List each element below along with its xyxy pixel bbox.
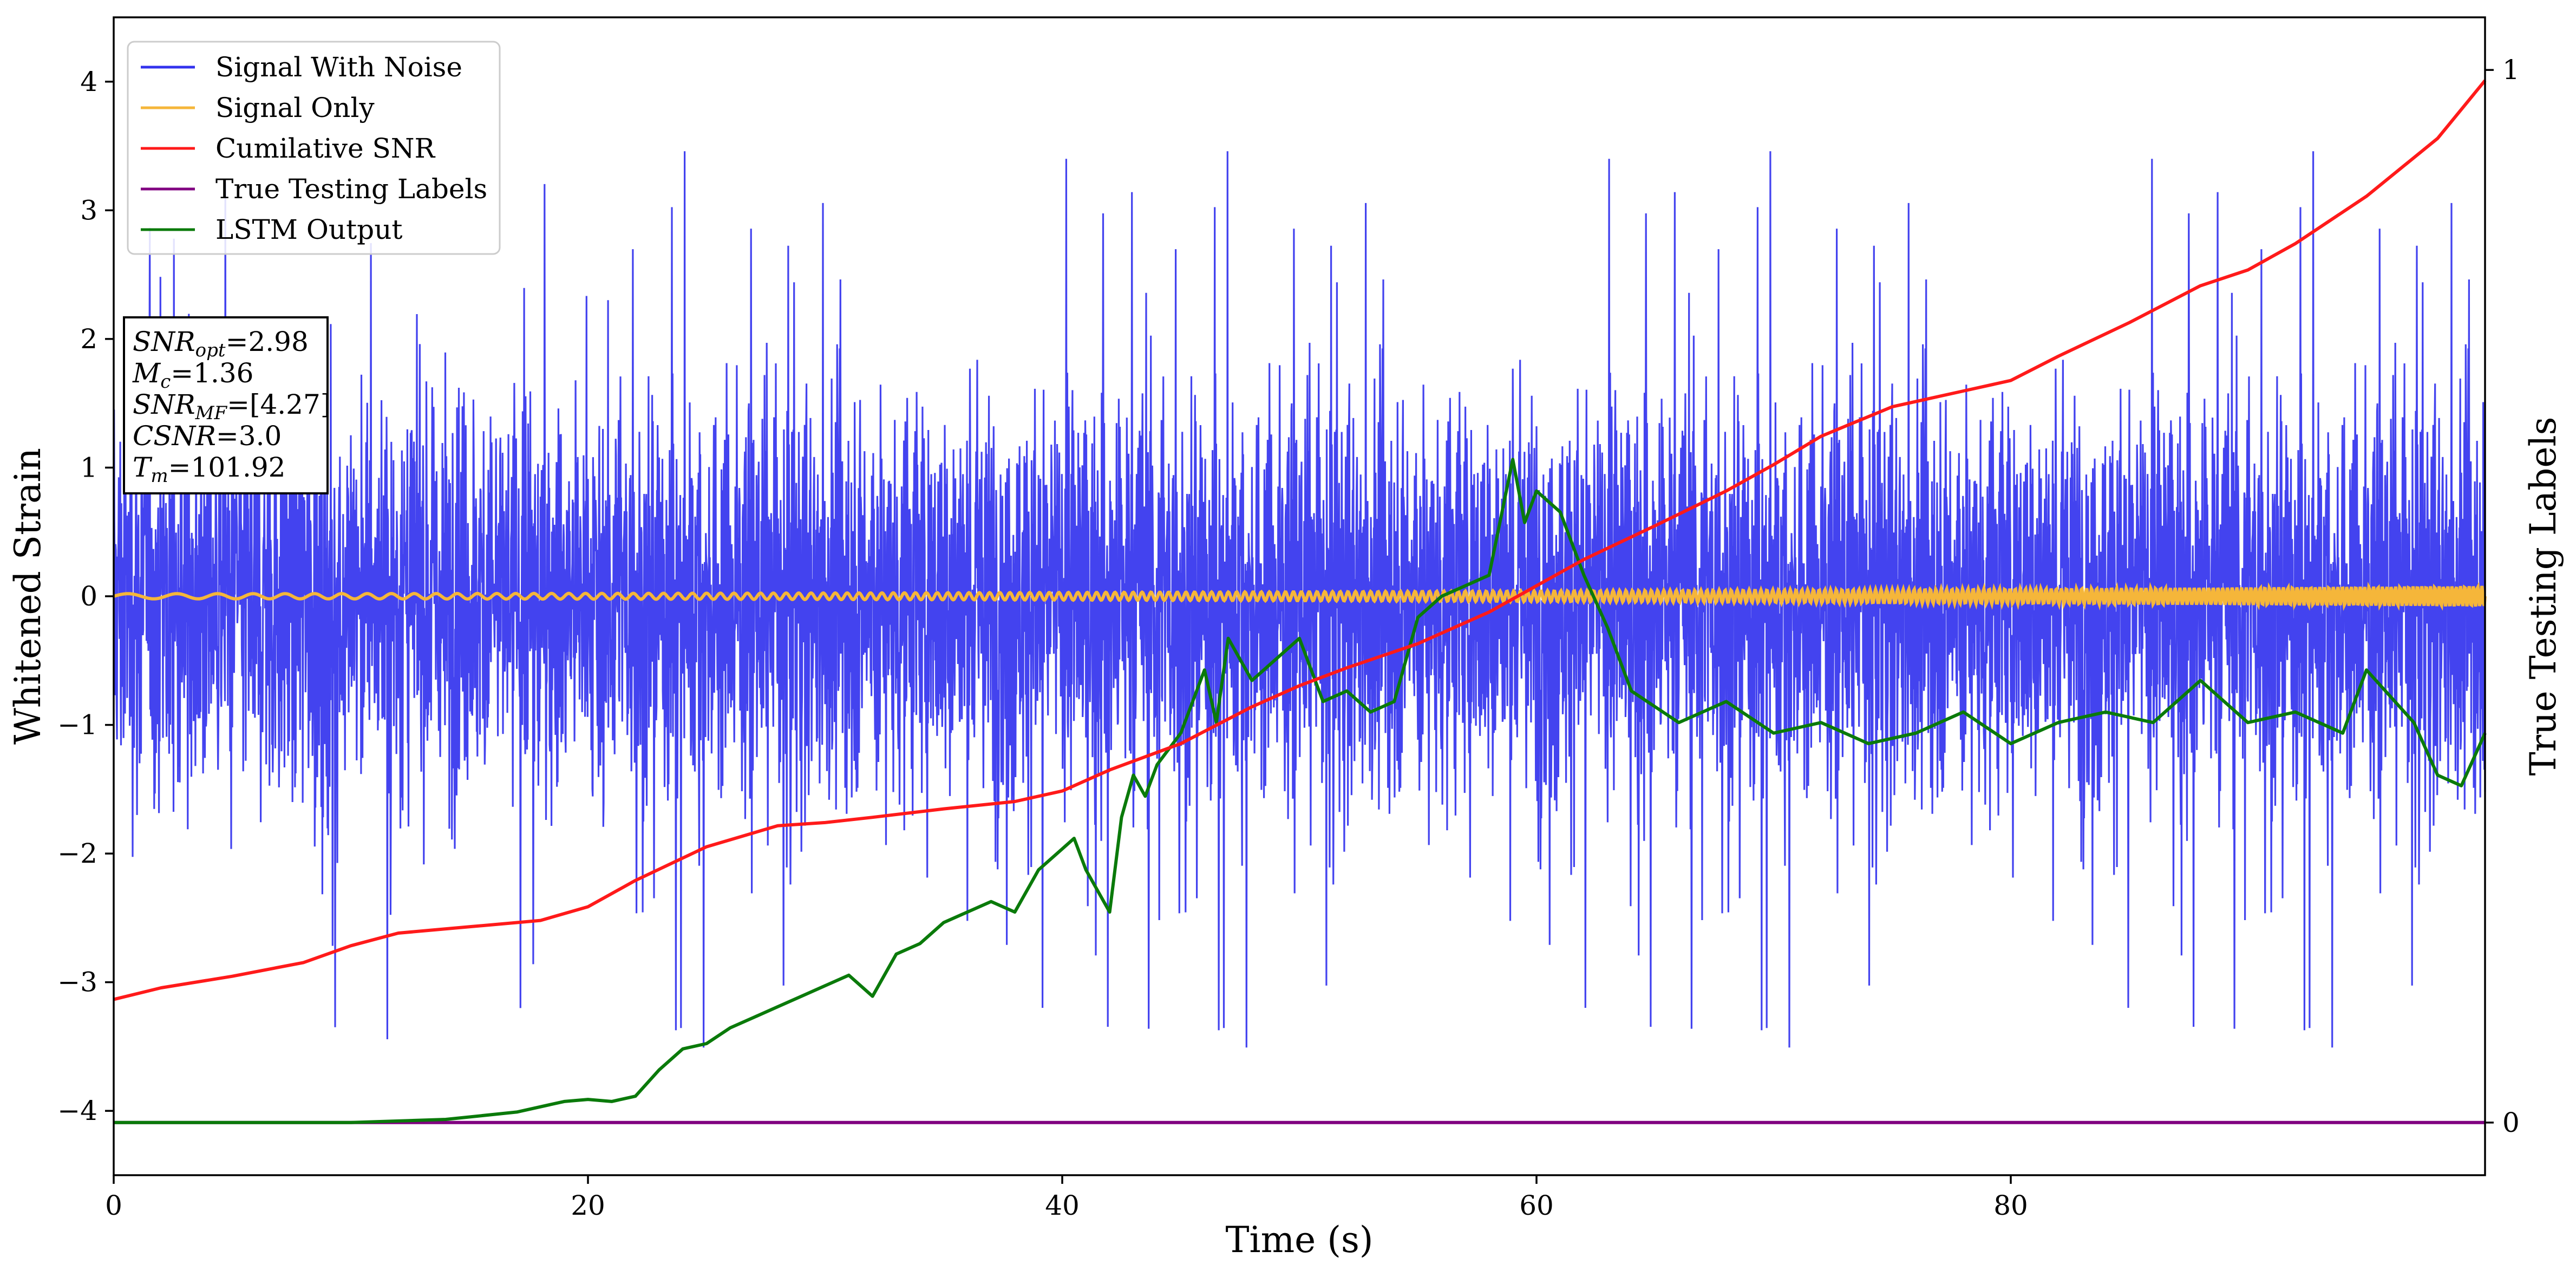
right-axis-ticks: 01 bbox=[2485, 54, 2520, 1138]
annotation-line: Tm=101.92 bbox=[133, 452, 285, 487]
x-tick-label: 0 bbox=[105, 1190, 122, 1221]
annotation-frame bbox=[123, 316, 329, 494]
signal-only-line bbox=[113, 581, 2487, 611]
x-tick-label: 40 bbox=[1045, 1190, 1080, 1221]
legend-label-signal-only: Signal Only bbox=[215, 92, 375, 123]
cumulative-snr-line bbox=[113, 79, 2487, 1001]
annotation-line: CSNR=3.0 bbox=[133, 420, 282, 452]
y-tick-label: −1 bbox=[57, 709, 97, 741]
legend-label-cumulative-snr: Cumilative SNR bbox=[215, 133, 435, 164]
y-tick-label: 1 bbox=[80, 452, 97, 483]
y-tick-label: 4 bbox=[80, 66, 97, 97]
legend-label-true-testing-labels: True Testing Labels bbox=[215, 173, 487, 205]
y-tick-label: −2 bbox=[57, 838, 97, 869]
y-tick-label: 2 bbox=[80, 323, 97, 355]
x-axis-ticks: 0 20 40 60 80 bbox=[105, 1175, 2028, 1221]
legend-label-signal-with-noise: Signal With Noise bbox=[215, 51, 462, 83]
right-tick-label: 1 bbox=[2502, 54, 2520, 86]
annotation-line: SNRopt=2.98 bbox=[133, 326, 309, 361]
right-axis-series bbox=[113, 79, 2487, 1124]
annotation-lines: SNRopt=2.98Mc=1.36SNRMF=[4.27]CSNR=3.0Tm… bbox=[132, 326, 331, 487]
y-axis-ticks: −4 −3 −2 −1 0 1 2 3 4 bbox=[57, 66, 114, 1126]
x-tick-label: 80 bbox=[1993, 1190, 2028, 1221]
y-tick-label: −3 bbox=[57, 967, 97, 998]
right-axis-title: True Testing Labels bbox=[2522, 417, 2564, 776]
x-tick-label: 20 bbox=[571, 1190, 605, 1221]
y-tick-label: −4 bbox=[57, 1095, 97, 1126]
y-tick-label: 0 bbox=[80, 581, 97, 612]
right-tick-label: 0 bbox=[2502, 1107, 2520, 1138]
lstm-output-line bbox=[114, 458, 2487, 1124]
annotation-line: SNRMF=[4.27] bbox=[133, 389, 331, 424]
parameter-annotation-box: SNRopt=2.98Mc=1.36SNRMF=[4.27]CSNR=3.0Tm… bbox=[123, 316, 331, 494]
x-tick-label: 60 bbox=[1519, 1190, 1554, 1221]
y-axis-title: Whitened Strain bbox=[7, 448, 49, 745]
y-tick-label: 3 bbox=[80, 194, 97, 226]
legend: Signal With Noise Signal Only Cumilative… bbox=[127, 41, 501, 255]
annotation-line: Mc=1.36 bbox=[132, 357, 253, 393]
signal-only-series bbox=[113, 581, 2487, 611]
legend-box bbox=[127, 41, 501, 255]
legend-label-lstm-output: LSTM Output bbox=[215, 214, 402, 245]
x-axis-title: Time (s) bbox=[1225, 1219, 1373, 1261]
